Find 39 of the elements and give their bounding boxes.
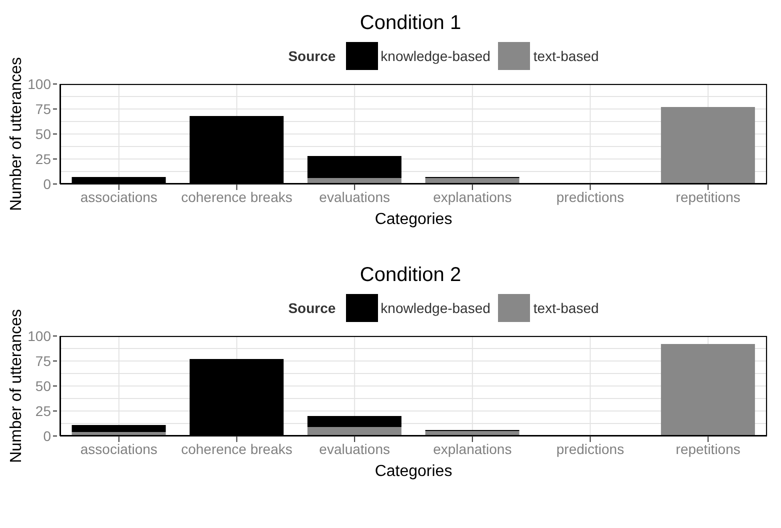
- y-tick-label: 75: [35, 352, 52, 369]
- y-tick-label: 25: [35, 402, 52, 419]
- chart-title: Condition 1: [358, 11, 462, 36]
- x-tick-label: predictions: [556, 440, 624, 457]
- bar: [307, 416, 402, 427]
- x-axis-title: Categories: [374, 463, 452, 480]
- x-tick-label: repetitions: [676, 440, 740, 457]
- legend-label: knowledge-based: [380, 48, 490, 64]
- legend-label: text-based: [533, 300, 599, 316]
- x-tick-label: repetitions: [676, 188, 740, 205]
- y-axis-title: Number of utterances: [8, 57, 26, 211]
- bar: [307, 156, 402, 178]
- legend-title: Source: [288, 48, 336, 64]
- y-axis-title: Number of utterances: [8, 309, 26, 463]
- bar: [72, 425, 166, 432]
- legend-label: knowledge-based: [380, 300, 490, 316]
- x-tick-label: explanations: [433, 440, 512, 457]
- y-tick-label: 0: [43, 176, 52, 192]
- legend-title: Source: [288, 300, 336, 316]
- y-tick-label: 100: [28, 76, 52, 92]
- legend-label: text-based: [533, 48, 599, 64]
- y-tick-label: 50: [35, 378, 52, 394]
- x-tick-label: evaluations: [319, 188, 390, 205]
- x-tick-label: associations: [80, 440, 158, 457]
- x-tick-label: predictions: [556, 188, 624, 205]
- x-tick-label: evaluations: [319, 440, 390, 457]
- y-tick-label: 75: [35, 100, 52, 117]
- y-tick-label: 50: [35, 126, 52, 142]
- bar: [660, 344, 755, 436]
- y-tick-label: 0: [43, 428, 52, 444]
- x-tick-label: explanations: [433, 188, 512, 205]
- bar: [660, 107, 755, 184]
- x-tick-label: associations: [80, 188, 158, 205]
- y-tick-label: 100: [28, 328, 52, 344]
- x-axis-title: Categories: [374, 211, 452, 228]
- y-tick-label: 25: [35, 150, 52, 167]
- chart-title: Condition 2: [358, 263, 462, 288]
- x-tick-label: coherence breaks: [181, 188, 292, 205]
- x-tick-label: coherence breaks: [181, 440, 292, 457]
